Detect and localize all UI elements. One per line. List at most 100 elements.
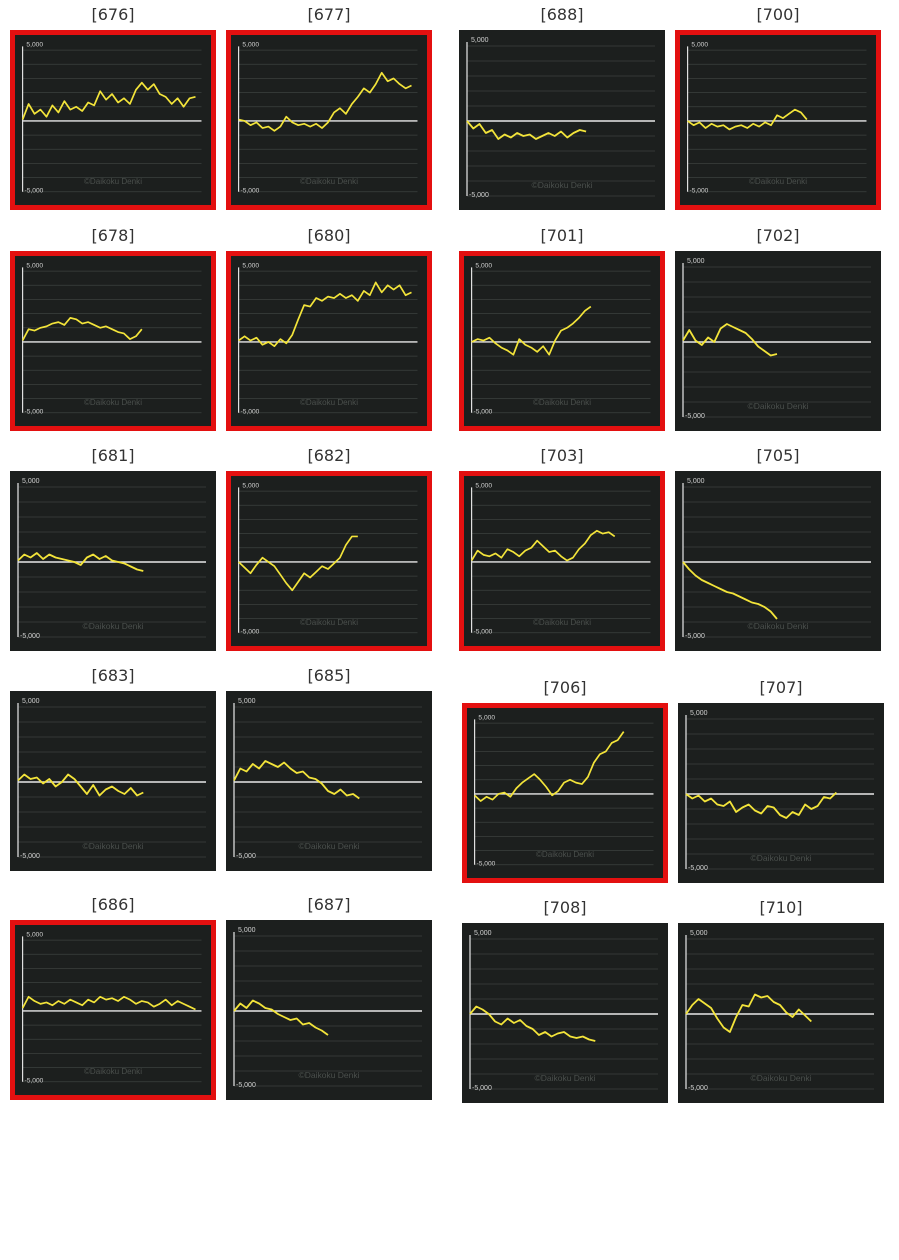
slump-chart-svg: 5,000 -5,000 ©Daikoku Denki	[474, 714, 654, 868]
slump-chart-svg: 5,000 -5,000 ©Daikoku Denki	[233, 698, 422, 860]
watermark: ©Daikoku Denki	[533, 398, 591, 407]
y-tick-max: 5,000	[691, 41, 708, 48]
slump-cell: [676] 5,000 -5,000 ©Daikoku Denki	[10, 2, 216, 210]
slump-cell: [708] 5,000 -5,000 ©Daikoku Denki	[462, 895, 668, 1103]
machine-number-label: [705]	[756, 446, 800, 465]
y-tick-min: -5,000	[685, 633, 705, 640]
watermark: ©Daikoku Denki	[747, 621, 808, 631]
y-tick-min: -5,000	[472, 1085, 492, 1092]
slump-series-line	[470, 529, 616, 562]
slump-chart-svg: 5,000 -5,000 ©Daikoku Denki	[685, 930, 874, 1092]
watermark: ©Daikoku Denki	[531, 180, 592, 190]
slump-chart-highlighted: 5,000 -5,000 ©Daikoku Denki	[459, 251, 665, 431]
watermark: ©Daikoku Denki	[749, 177, 807, 186]
machine-number-label: [685]	[307, 666, 351, 685]
y-tick-min: -5,000	[241, 409, 260, 416]
slump-chart: 5,000 -5,000 ©Daikoku Denki	[10, 691, 216, 871]
slump-chart-highlighted: 5,000 -5,000 ©Daikoku Denki	[10, 30, 216, 210]
watermark: ©Daikoku Denki	[300, 398, 358, 407]
machine-number-label: [703]	[540, 446, 584, 465]
watermark: ©Daikoku Denki	[750, 853, 811, 863]
slump-series-line	[685, 791, 838, 819]
y-tick-max: 5,000	[474, 930, 492, 937]
y-tick-min: -5,000	[25, 188, 44, 195]
machine-number-label: [676]	[91, 5, 135, 24]
slump-series-line	[21, 317, 143, 341]
y-tick-min: -5,000	[241, 629, 260, 636]
machine-number-label: [708]	[543, 898, 587, 917]
y-tick-max: 5,000	[690, 930, 708, 937]
y-tick-max: 5,000	[475, 262, 492, 269]
machine-number-label: [700]	[756, 5, 800, 24]
slump-cell: [702] 5,000 -5,000 ©Daikoku Denki	[675, 223, 881, 431]
slump-series-line	[685, 993, 812, 1033]
slump-cell: [680] 5,000 -5,000 ©Daikoku Denki	[226, 223, 432, 431]
y-tick-max: 5,000	[22, 478, 40, 485]
slump-cell: [685] 5,000 -5,000 ©Daikoku Denki	[226, 663, 432, 871]
watermark: ©Daikoku Denki	[533, 618, 591, 627]
slump-chart-svg: 5,000 -5,000 ©Daikoku Denki	[17, 478, 206, 640]
watermark: ©Daikoku Denki	[84, 398, 142, 407]
slump-cell: [703] 5,000 -5,000 ©Daikoku Denki	[459, 443, 665, 651]
y-tick-max: 5,000	[242, 482, 259, 489]
slump-chart-svg: 5,000 -5,000 ©Daikoku Denki	[687, 41, 867, 195]
watermark: ©Daikoku Denki	[300, 618, 358, 627]
slump-chart-highlighted: 5,000 -5,000 ©Daikoku Denki	[226, 471, 432, 651]
slump-chart: 5,000 -5,000 ©Daikoku Denki	[675, 251, 881, 431]
slump-chart: 5,000 -5,000 ©Daikoku Denki	[678, 923, 884, 1103]
slump-chart-svg: 5,000 -5,000 ©Daikoku Denki	[685, 710, 874, 872]
y-tick-min: -5,000	[236, 853, 256, 860]
slump-series-line	[466, 120, 587, 140]
watermark: ©Daikoku Denki	[84, 1067, 142, 1076]
machine-number-label: [681]	[91, 446, 135, 465]
slump-chart: 5,000 -5,000 ©Daikoku Denki	[10, 471, 216, 651]
slump-chart-svg: 5,000 -5,000 ©Daikoku Denki	[471, 262, 651, 416]
y-tick-min: -5,000	[20, 633, 40, 640]
machine-number-label: [706]	[543, 678, 587, 697]
slump-series-line	[471, 305, 592, 356]
slump-chart-highlighted: 5,000 -5,000 ©Daikoku Denki	[10, 920, 216, 1100]
slump-cell: [700] 5,000 -5,000 ©Daikoku Denki	[675, 2, 881, 210]
machine-number-label: [680]	[307, 226, 351, 245]
slump-series-line	[21, 995, 196, 1011]
slump-cell: [687] 5,000 -5,000 ©Daikoku Denki	[226, 892, 432, 1100]
watermark: ©Daikoku Denki	[298, 1070, 359, 1080]
slump-cell: [681] 5,000 -5,000 ©Daikoku Denki	[10, 443, 216, 651]
slump-chart-svg: 5,000 -5,000 ©Daikoku Denki	[17, 698, 206, 860]
slump-chart-svg: 5,000 -5,000 ©Daikoku Denki	[466, 37, 655, 199]
slump-chart-svg: 5,000 -5,000 ©Daikoku Denki	[238, 482, 418, 636]
y-tick-max: 5,000	[22, 698, 40, 705]
y-tick-min: -5,000	[20, 853, 40, 860]
watermark: ©Daikoku Denki	[300, 177, 358, 186]
watermark: ©Daikoku Denki	[747, 401, 808, 411]
slump-chart-highlighted: 5,000 -5,000 ©Daikoku Denki	[226, 30, 432, 210]
slump-cell: [683] 5,000 -5,000 ©Daikoku Denki	[10, 663, 216, 871]
slump-chart: 5,000 -5,000 ©Daikoku Denki	[678, 703, 884, 883]
machine-number-label: [682]	[307, 446, 351, 465]
machine-number-label: [683]	[91, 666, 135, 685]
slump-chart-svg: 5,000 -5,000 ©Daikoku Denki	[21, 931, 202, 1085]
machine-number-label: [686]	[91, 895, 135, 914]
slump-chart-highlighted: 5,000 -5,000 ©Daikoku Denki	[459, 471, 665, 651]
slump-chart: 5,000 -5,000 ©Daikoku Denki	[675, 471, 881, 651]
y-tick-min: -5,000	[236, 1082, 256, 1089]
y-tick-min: -5,000	[474, 409, 493, 416]
slump-cell: [706] 5,000 -5,000 ©Daikoku Denki	[462, 675, 668, 883]
y-tick-min: -5,000	[477, 861, 496, 868]
y-tick-min: -5,000	[469, 192, 489, 199]
y-tick-min: -5,000	[25, 409, 44, 416]
slump-chart: 5,000 -5,000 ©Daikoku Denki	[462, 923, 668, 1103]
slump-cell: [701] 5,000 -5,000 ©Daikoku Denki	[459, 223, 665, 431]
y-tick-min: -5,000	[25, 1078, 44, 1085]
slump-chart-svg: 5,000 -5,000 ©Daikoku Denki	[233, 927, 422, 1089]
slump-chart-highlighted: 5,000 -5,000 ©Daikoku Denki	[226, 251, 432, 431]
watermark: ©Daikoku Denki	[82, 841, 143, 851]
y-tick-max: 5,000	[26, 41, 43, 48]
y-tick-max: 5,000	[242, 262, 259, 269]
y-tick-max: 5,000	[478, 714, 495, 721]
slump-chart-highlighted: 5,000 -5,000 ©Daikoku Denki	[10, 251, 216, 431]
slump-chart-svg: 5,000 -5,000 ©Daikoku Denki	[469, 930, 658, 1092]
slump-chart-highlighted: 5,000 -5,000 ©Daikoku Denki	[462, 703, 668, 883]
slump-series-line	[238, 71, 412, 132]
y-tick-max: 5,000	[238, 698, 256, 705]
